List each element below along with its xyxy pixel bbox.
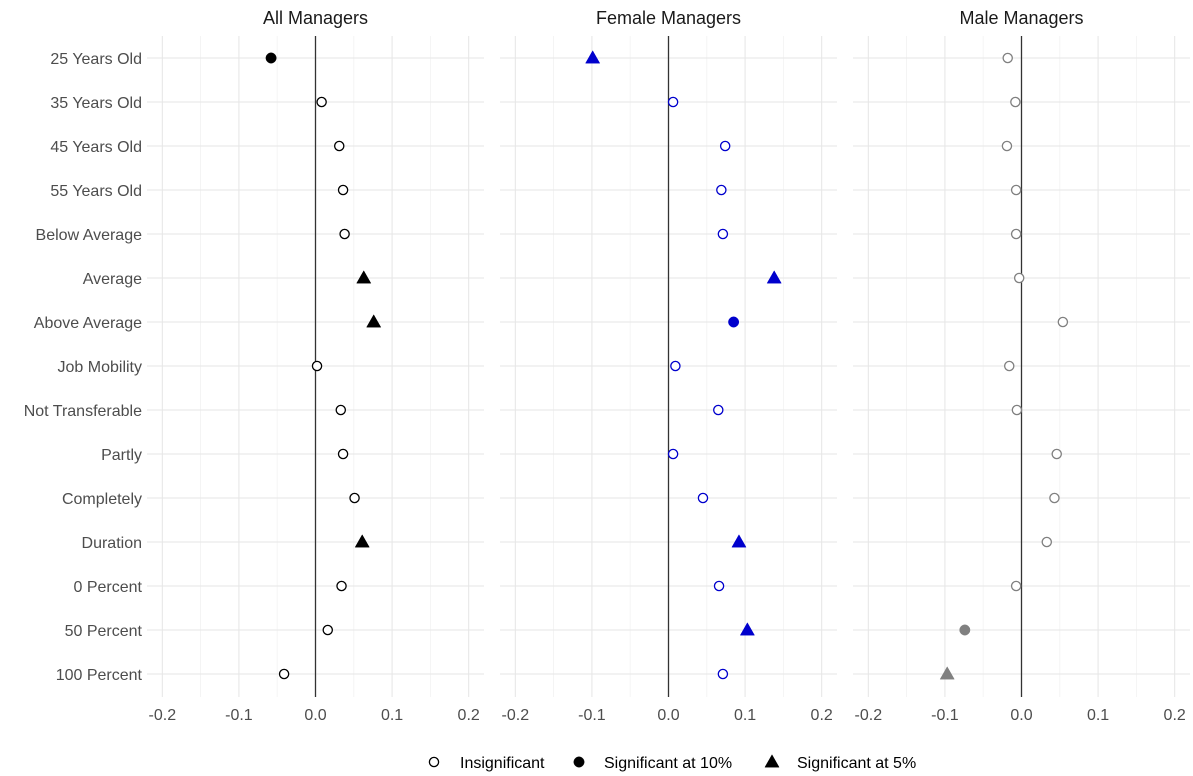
- x-tick-label: 0.2: [811, 707, 833, 724]
- data-point: [1049, 492, 1060, 504]
- data-point: [1057, 316, 1069, 328]
- legend-item-insig: Insignificant: [428, 755, 545, 772]
- data-point: [337, 448, 349, 460]
- data-point: [1011, 404, 1023, 416]
- data-point: [719, 140, 731, 152]
- legend-label: Insignificant: [460, 755, 545, 772]
- data-point: [585, 50, 601, 64]
- data-point: [1001, 140, 1013, 152]
- data-point: [667, 448, 679, 460]
- y-tick-label: Completely: [62, 491, 142, 508]
- panel-title: Female Managers: [596, 8, 741, 28]
- legend-symbol: [428, 756, 440, 768]
- x-tick-label: 0.1: [381, 707, 403, 724]
- data-point: [697, 492, 709, 504]
- data-point: [311, 360, 323, 372]
- data-point: [670, 360, 681, 372]
- x-tick-label: 0.2: [1164, 707, 1186, 724]
- data-point: [731, 534, 747, 548]
- y-tick-label: Not Transferable: [24, 403, 142, 420]
- data-point: [766, 270, 782, 284]
- y-tick-label: Partly: [101, 447, 142, 464]
- data-point: [939, 666, 955, 680]
- data-point: [322, 624, 334, 636]
- y-tick-label: 50 Percent: [65, 623, 143, 640]
- y-tick-label: 45 Years Old: [50, 139, 142, 156]
- data-point: [1010, 96, 1021, 108]
- data-point: [728, 316, 740, 328]
- panel-all-managers: All Managers -0.2 -0.1 0.0 0.1 0.2: [147, 8, 484, 724]
- data-point: [717, 228, 729, 240]
- data-point: [1041, 536, 1053, 548]
- legend-symbol: [573, 756, 585, 768]
- data-point: [349, 492, 360, 504]
- data-point: [1003, 360, 1015, 372]
- data-point: [1002, 52, 1013, 64]
- data-point: [959, 624, 971, 636]
- y-tick-label: Job Mobility: [58, 359, 142, 376]
- legend: Insignificant Significant at 10% Significa…: [428, 754, 916, 772]
- data-point: [1051, 448, 1062, 460]
- data-point: [1010, 228, 1022, 240]
- x-tick-label: -0.2: [149, 707, 177, 724]
- x-tick-label: 0.0: [304, 707, 326, 724]
- x-tick-label: -0.2: [502, 707, 530, 724]
- x-tick-label: -0.1: [578, 707, 606, 724]
- x-tick-label: -0.1: [225, 707, 253, 724]
- y-tick-label: Average: [83, 271, 142, 288]
- y-tick-label: Duration: [82, 535, 142, 552]
- x-tick-label: -0.1: [931, 707, 959, 724]
- data-point: [278, 668, 290, 680]
- data-point: [333, 140, 345, 152]
- legend-item-sig10: Significant at 10%: [573, 755, 732, 772]
- y-tick-label: 0 Percent: [74, 579, 143, 596]
- y-tick-label: 100 Percent: [56, 667, 143, 684]
- data-point: [337, 184, 349, 196]
- data-point: [716, 184, 727, 196]
- data-point: [1010, 184, 1022, 196]
- x-tick-label: 0.1: [734, 707, 756, 724]
- data-point: [366, 314, 382, 328]
- y-tick-label: 25 Years Old: [50, 51, 142, 68]
- y-tick-label: 35 Years Old: [50, 95, 142, 112]
- y-tick-label: 55 Years Old: [50, 183, 142, 200]
- data-point: [356, 270, 372, 284]
- data-point: [339, 228, 350, 240]
- panel-title: All Managers: [263, 8, 368, 28]
- data-point: [335, 404, 347, 416]
- panel-female-managers: Female Managers -0.2 -0.1 0.0 0.1 0.2: [500, 8, 837, 724]
- data-point: [354, 534, 370, 548]
- x-tick-label: 0.1: [1087, 707, 1109, 724]
- y-tick-label: Above Average: [34, 315, 142, 332]
- data-point: [1013, 272, 1025, 284]
- data-point: [316, 96, 327, 108]
- data-point: [336, 580, 347, 592]
- data-point: [739, 622, 755, 636]
- x-tick-label: 0.2: [458, 707, 480, 724]
- legend-label: Significant at 10%: [604, 755, 732, 772]
- data-point: [713, 580, 725, 592]
- data-point: [667, 96, 679, 108]
- data-point: [1010, 580, 1022, 592]
- x-tick-label: 0.0: [1010, 707, 1032, 724]
- legend-label: Significant at 5%: [797, 755, 916, 772]
- y-tick-label: Below Average: [36, 227, 143, 244]
- legend-item-sig5: Significant at 5%: [764, 754, 916, 772]
- data-point: [717, 668, 729, 680]
- panel-title: Male Managers: [959, 8, 1083, 28]
- legend-symbol: [764, 754, 780, 768]
- data-point: [265, 52, 277, 64]
- data-point: [713, 404, 724, 416]
- x-tick-label: -0.2: [855, 707, 883, 724]
- panel-male-managers: Male Managers -0.2 -0.1 0.0 0.1 0.2: [853, 8, 1190, 724]
- x-tick-label: 0.0: [657, 707, 679, 724]
- y-axis-labels: 25 Years Old 35 Years Old 45 Years Old 55 Y…: [24, 51, 143, 684]
